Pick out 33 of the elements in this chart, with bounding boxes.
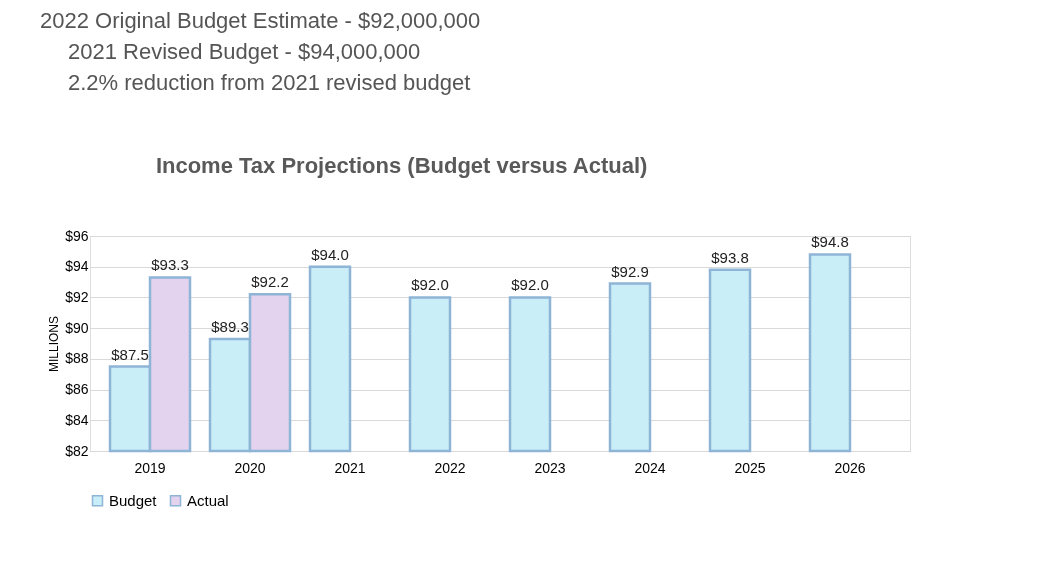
y-tick-label: $86 [65, 381, 89, 398]
data-label: $92.0 [511, 276, 549, 294]
data-label: $87.5 [111, 345, 149, 363]
chart-title: Income Tax Projections (Budget versus Actual) [155, 153, 648, 178]
x-tick-label: 2022 [434, 459, 466, 476]
y-tick-label: $94 [65, 258, 89, 275]
x-tick-label: 2021 [334, 459, 366, 476]
y-tick-label: $88 [65, 350, 89, 367]
data-label: $94.8 [811, 233, 849, 251]
data-label: $92.9 [611, 262, 649, 280]
text: 2021 Revised Budget - $94,000,000 [68, 39, 421, 64]
y-axis-title: MILLIONS [47, 315, 62, 373]
data-label: $89.3 [211, 317, 249, 335]
x-tick-label: 2026 [834, 459, 866, 476]
x-tick-label: 2023 [534, 459, 566, 476]
x-tick-label: 2025 [734, 459, 766, 476]
data-label: $92.2 [251, 273, 289, 291]
y-tick-label: $82 [65, 442, 89, 459]
x-tick-label: 2019 [134, 459, 166, 476]
data-label: $94.0 [311, 245, 349, 263]
y-tick-label: $92 [65, 288, 89, 305]
x-tick-label: 2020 [234, 459, 266, 476]
data-label: $93.8 [711, 248, 749, 266]
text: 2.2% reduction from 2021 revised budget [68, 70, 471, 95]
data-label: $93.3 [151, 256, 189, 274]
legend-label: Actual [187, 491, 229, 509]
y-tick-label: $90 [65, 319, 89, 336]
x-tick-label: 2024 [634, 459, 666, 476]
y-tick-label: $84 [65, 411, 89, 428]
y-tick-label: $96 [65, 227, 89, 244]
legend-label: Budget [109, 491, 158, 509]
text: 2022 Original Budget Estimate - $92,000,000 [40, 8, 481, 33]
data-label: $92.0 [411, 276, 449, 294]
